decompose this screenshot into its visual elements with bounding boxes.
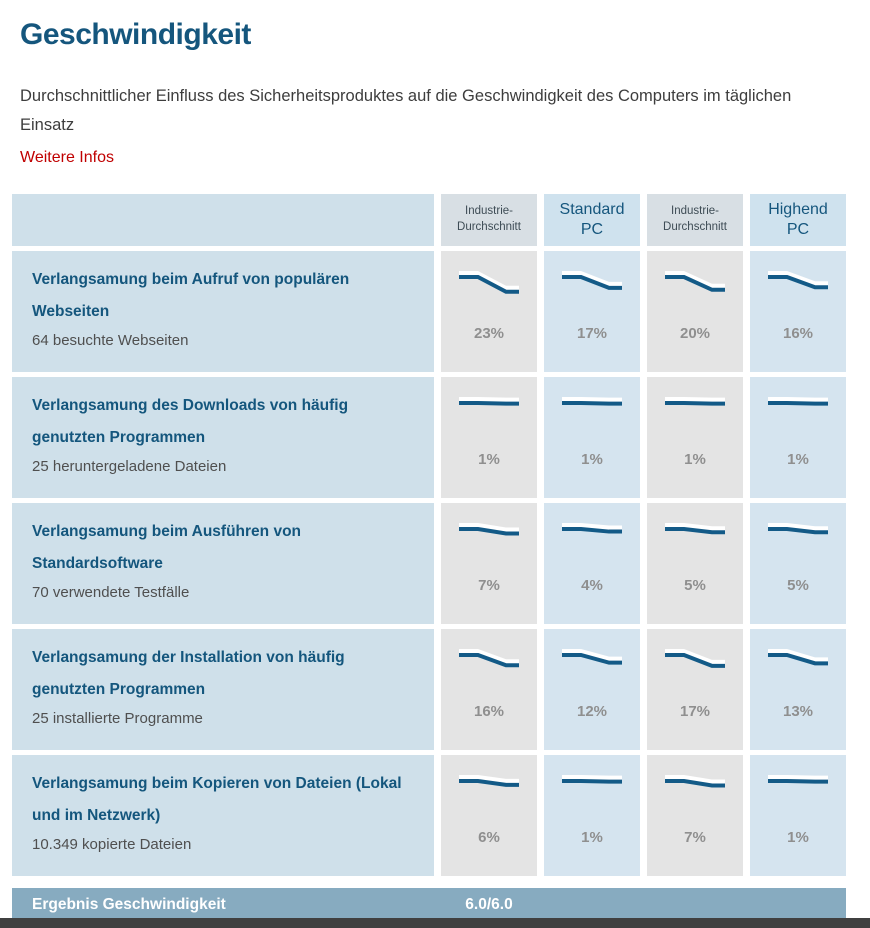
result-cell: 5% — [647, 502, 743, 624]
row-subtitle: 10.349 kopierte Dateien — [32, 835, 192, 853]
table-row: Verlangsamung beim Ausführen von Standar… — [12, 502, 846, 624]
result-cell: 1% — [544, 754, 640, 876]
table-header-row: Industrie-Durchschnitt Standard PC Indus… — [12, 193, 846, 246]
trend-sparkline-icon — [765, 521, 831, 555]
percent-value: 5% — [684, 576, 706, 594]
result-cell: 20% — [647, 250, 743, 372]
table-row: Verlangsamung des Downloads von häufig g… — [12, 376, 846, 498]
result-cell: 5% — [750, 502, 846, 624]
percent-value: 4% — [581, 576, 603, 594]
result-cell: 7% — [441, 502, 537, 624]
row-title: Verlangsamung der Installation von häufi… — [32, 648, 345, 699]
table-row: Verlangsamung beim Kopieren von Dateien … — [12, 754, 846, 876]
percent-value: 7% — [478, 576, 500, 594]
percent-value: 6% — [478, 828, 500, 846]
result-cell: 16% — [750, 250, 846, 372]
result-cell: 12% — [544, 628, 640, 750]
result-bar: Ergebnis Geschwindigkeit 6.0/6.0 — [12, 887, 846, 922]
result-label: Ergebnis Geschwindigkeit — [32, 895, 226, 913]
trend-sparkline-icon — [662, 521, 728, 555]
percent-value: 5% — [787, 576, 809, 594]
result-cell: 17% — [544, 250, 640, 372]
trend-sparkline-icon — [559, 647, 625, 681]
row-title: Verlangsamung beim Ausführen von Standar… — [32, 522, 302, 573]
row-title: Verlangsamung beim Kopieren von Dateien … — [32, 774, 402, 825]
percent-value: 12% — [576, 702, 608, 720]
trend-sparkline-icon — [765, 269, 831, 303]
trend-sparkline-icon — [765, 395, 831, 429]
trend-sparkline-icon — [456, 395, 522, 429]
row-subtitle: 64 besuchte Webseiten — [32, 331, 189, 349]
percent-value: 7% — [684, 828, 706, 846]
page-title: Geschwindigkeit — [20, 18, 251, 51]
percent-value: 13% — [782, 702, 814, 720]
result-score: 6.0/6.0 — [465, 895, 513, 913]
percent-value: 1% — [787, 450, 809, 468]
percent-value: 1% — [478, 450, 500, 468]
result-cell: 6% — [441, 754, 537, 876]
row-title: Verlangsamung beim Aufruf von populären … — [32, 270, 350, 321]
section-description: Durchschnittlicher Einfluss des Sicherhe… — [20, 87, 792, 134]
result-cell: 1% — [544, 376, 640, 498]
trend-sparkline-icon — [765, 647, 831, 681]
percent-value: 23% — [473, 324, 505, 342]
result-cell: 4% — [544, 502, 640, 624]
speed-results-table: Industrie-Durchschnitt Standard PC Indus… — [12, 193, 846, 922]
more-info-link[interactable]: Weitere Infos — [20, 148, 114, 166]
column-header-standard-pc: Standard PC — [544, 193, 640, 246]
result-cell: 23% — [441, 250, 537, 372]
trend-sparkline-icon — [662, 269, 728, 303]
trend-sparkline-icon — [456, 269, 522, 303]
table-row: Verlangsamung der Installation von häufi… — [12, 628, 846, 750]
header-empty-cell — [12, 193, 434, 246]
trend-sparkline-icon — [662, 773, 728, 807]
percent-value: 1% — [787, 828, 809, 846]
percent-value: 20% — [679, 324, 711, 342]
row-subtitle: 70 verwendete Testfälle — [32, 583, 190, 601]
percent-value: 16% — [782, 324, 814, 342]
row-subtitle: 25 installierte Programme — [32, 709, 203, 727]
result-cell: 17% — [647, 628, 743, 750]
column-header-industry-average-1: Industrie-Durchschnitt — [441, 193, 537, 246]
trend-sparkline-icon — [559, 269, 625, 303]
trend-sparkline-icon — [559, 395, 625, 429]
percent-value: 1% — [684, 450, 706, 468]
row-label-cell: Verlangsamung der Installation von häufi… — [12, 628, 434, 750]
row-label-cell: Verlangsamung beim Aufruf von populären … — [12, 250, 434, 372]
column-header-industry-average-2: Industrie-Durchschnitt — [647, 193, 743, 246]
result-cell: 16% — [441, 628, 537, 750]
row-label-cell: Verlangsamung beim Kopieren von Dateien … — [12, 754, 434, 876]
row-subtitle: 25 heruntergeladene Dateien — [32, 457, 227, 475]
percent-value: 17% — [576, 324, 608, 342]
percent-value: 1% — [581, 828, 603, 846]
row-label-cell: Verlangsamung beim Ausführen von Standar… — [12, 502, 434, 624]
result-cell: 1% — [750, 376, 846, 498]
result-cell: 13% — [750, 628, 846, 750]
result-cell: 1% — [750, 754, 846, 876]
table-row: Verlangsamung beim Aufruf von populären … — [12, 250, 846, 372]
result-cell: 1% — [441, 376, 537, 498]
row-label-cell: Verlangsamung des Downloads von häufig g… — [12, 376, 434, 498]
trend-sparkline-icon — [456, 773, 522, 807]
trend-sparkline-icon — [456, 521, 522, 555]
percent-value: 17% — [679, 702, 711, 720]
trend-sparkline-icon — [662, 395, 728, 429]
percent-value: 1% — [581, 450, 603, 468]
result-cell: 7% — [647, 754, 743, 876]
trend-sparkline-icon — [559, 773, 625, 807]
trend-sparkline-icon — [662, 647, 728, 681]
row-title: Verlangsamung des Downloads von häufig g… — [32, 396, 349, 447]
trend-sparkline-icon — [456, 647, 522, 681]
percent-value: 16% — [473, 702, 505, 720]
result-cell: 1% — [647, 376, 743, 498]
page-footer-strip — [0, 918, 870, 928]
trend-sparkline-icon — [765, 773, 831, 807]
column-header-highend-pc: Highend PC — [750, 193, 846, 246]
trend-sparkline-icon — [559, 521, 625, 555]
